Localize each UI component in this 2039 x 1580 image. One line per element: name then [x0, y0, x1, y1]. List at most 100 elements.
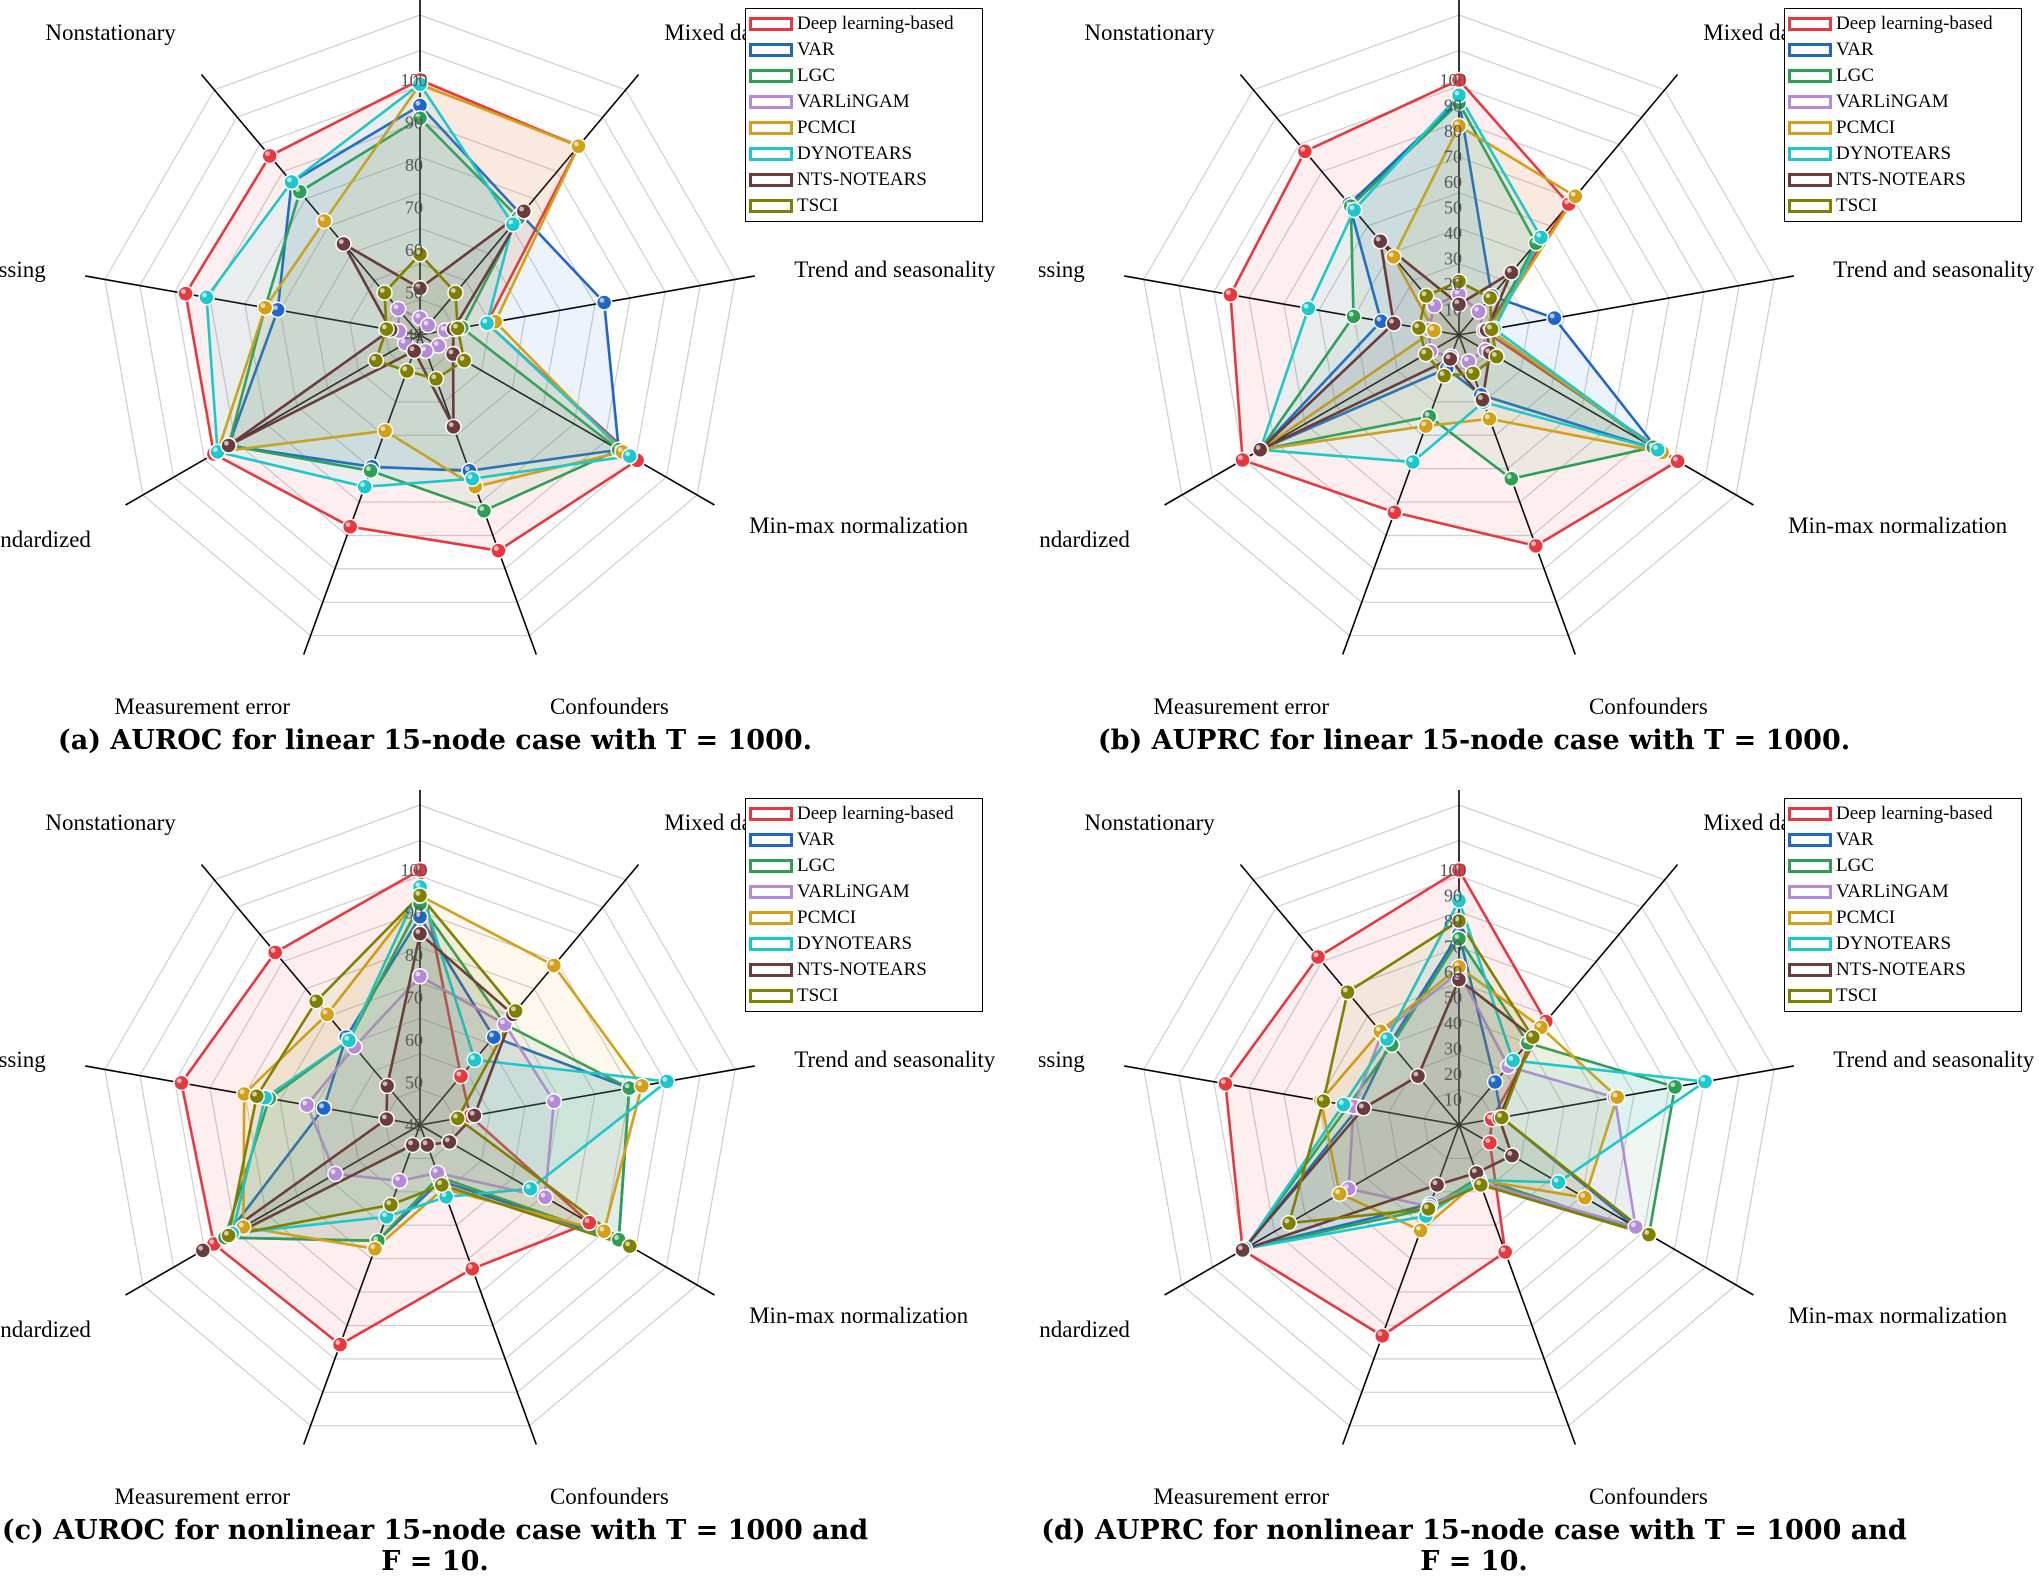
legend-item-lgc: LGC [1788, 853, 2018, 879]
data-point [1442, 350, 1459, 368]
data-point-highlight [1416, 1225, 1421, 1231]
data-point-highlight [1477, 395, 1483, 400]
data-point-highlight [1454, 75, 1460, 81]
caption-b: (b) AUPRC for linear 15-node case with T… [1097, 725, 1851, 756]
data-point [1425, 322, 1443, 339]
axis-spoke [1124, 275, 1460, 336]
data-point-highlight [433, 341, 439, 346]
data-point [1483, 320, 1500, 338]
category-label-nonstationary: Nonstationary [1084, 20, 1215, 45]
legend-item-varlingam: VARLiNGAM [749, 879, 979, 905]
data-point-highlight [500, 1019, 505, 1025]
data-point [198, 289, 215, 306]
legend-label: TSCI [797, 195, 839, 216]
legend-item-var: VAR [749, 37, 979, 63]
data-point-highlight [1421, 291, 1427, 297]
data-point-highlight [1507, 1151, 1513, 1156]
legend-item-pcmci: PCMCI [1788, 905, 2018, 931]
tick-label: 40 [1444, 1013, 1462, 1033]
legend-swatch [1788, 963, 1832, 977]
data-point-highlight [1644, 1230, 1650, 1235]
data-point-highlight [549, 960, 555, 966]
axis-spoke [125, 1124, 421, 1296]
data-point-highlight [440, 325, 446, 331]
legend-swatch [749, 885, 793, 899]
data-point [1524, 1028, 1542, 1046]
data-point-highlight [400, 338, 406, 344]
legend-label: NTS-NOTEARS [797, 169, 927, 190]
data-point-highlight [1454, 865, 1460, 871]
data-point-highlight [1454, 896, 1460, 901]
legend-label: LGC [797, 855, 835, 876]
legend-item-dynotears: DYNOTEARS [749, 141, 979, 167]
data-point [340, 1032, 358, 1049]
data-point-highlight [1454, 975, 1460, 980]
data-point [1404, 453, 1422, 471]
legend-swatch [1788, 989, 1832, 1003]
tick-label: 90 [405, 903, 423, 923]
data-point-highlight [508, 219, 514, 225]
legend-swatch [1788, 885, 1832, 899]
tick-label: 100 [1440, 70, 1467, 90]
tick-label: 60 [1444, 962, 1462, 982]
data-point-highlight [1382, 1034, 1388, 1040]
data-point-highlight [1388, 252, 1394, 258]
data-point-highlight [1454, 121, 1460, 127]
data-point [1503, 1147, 1521, 1164]
legend-swatch [749, 937, 793, 951]
data-point [378, 1110, 395, 1128]
data-point-highlight [1468, 368, 1474, 374]
data-point-highlight [1454, 934, 1460, 940]
grid-ring [349, 1053, 491, 1193]
category-label-missing: Missing [1039, 1047, 1085, 1072]
data-point [1339, 983, 1356, 1001]
legend-swatch [1788, 859, 1832, 873]
data-point [433, 1176, 451, 1194]
tick-label: 30 [1444, 1039, 1462, 1059]
grid-ring [1248, 121, 1670, 537]
data-point-highlight [467, 474, 473, 479]
data-point [307, 993, 325, 1010]
legend-item-dynotears: DYNOTEARS [1788, 141, 2018, 167]
legend-label: LGC [1836, 855, 1874, 876]
legend-swatch [749, 147, 793, 161]
tick-label: 20 [1444, 1064, 1462, 1084]
legend-item-deep-learning-based: Deep learning-based [749, 11, 979, 37]
data-point-highlight [415, 890, 421, 896]
legend-label: PCMCI [1836, 907, 1896, 928]
legend-label: VAR [797, 39, 835, 60]
data-point [391, 1172, 408, 1190]
category-label-nonstationary: Nonstationary [1084, 810, 1215, 835]
data-point [466, 1107, 483, 1124]
series-line [1258, 239, 1513, 452]
data-point [362, 462, 379, 480]
category-label-min-max-normalization: Min-max normalization [749, 1303, 969, 1328]
data-point-highlight [459, 355, 465, 361]
data-point [389, 300, 407, 318]
data-point-highlight [614, 1235, 619, 1240]
legend-label: NTS-NOTEARS [1836, 169, 1966, 190]
data-point-highlight [302, 1100, 308, 1106]
data-point-highlight [1376, 316, 1382, 322]
tick-label: 40 [405, 325, 423, 345]
data-point-highlight [415, 249, 421, 255]
data-point [1428, 1176, 1446, 1194]
data-point [452, 1067, 470, 1085]
legend-swatch [749, 859, 793, 873]
data-point [485, 1028, 503, 1046]
legend-item-lgc: LGC [749, 63, 979, 89]
data-point [1608, 1088, 1626, 1106]
data-point-highlight [511, 1006, 516, 1012]
tick-label: 50 [405, 1073, 423, 1093]
legend-swatch [1788, 17, 1832, 31]
data-point-highlight [1490, 1077, 1496, 1083]
data-point [1374, 1327, 1391, 1345]
data-point-highlight [662, 1076, 668, 1082]
data-point-highlight [371, 355, 377, 361]
data-point [1385, 248, 1402, 266]
